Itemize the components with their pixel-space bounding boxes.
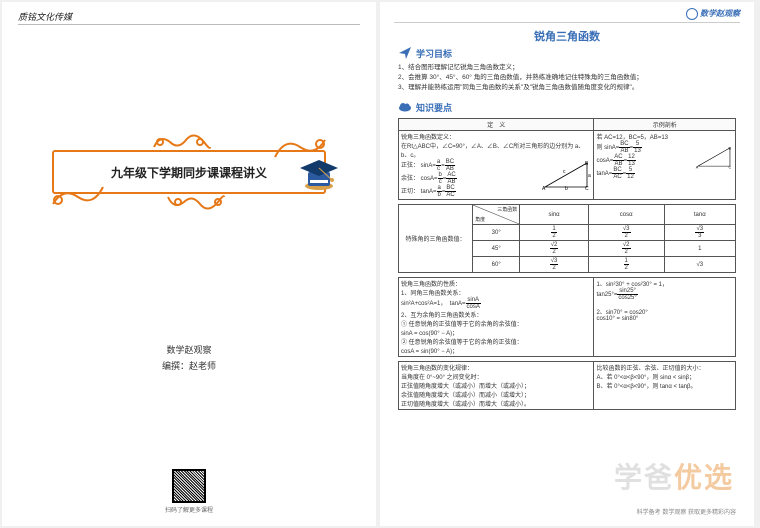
svg-text:a: a <box>588 173 591 179</box>
plane-icon <box>398 46 412 60</box>
points-heading: 知识要点 <box>398 100 736 114</box>
header-rule <box>18 24 360 25</box>
cover-title: 九年级下学期同步课课程讲义 <box>111 164 267 181</box>
variation-table: 锐角三角函数的变化规律： 当角度在 0°~90° 之间变化时： 正弦值随角度增大… <box>398 361 736 410</box>
qr-block: 扫码了解更多课程 <box>165 469 213 514</box>
var-right: 比较函数的正弦、余弦、正切值的大小： A、若 0°<α<β<90°，则 sinα… <box>594 362 736 410</box>
section-goals: 学习目标 1、结合图形理解记忆锐角三角函数定义； 2、会推算 30°、45°、6… <box>398 46 736 92</box>
page-content: 数学赵观察 锐角三角函数 学习目标 1、结合图形理解记忆锐角三角函数定义； 2、… <box>380 2 754 526</box>
example-cell: 若 AC=12，BC=5，AB=13 则 sinA=BCAB=513 cosA=… <box>594 131 736 200</box>
brand-logo: 数学赵观察 <box>686 8 740 20</box>
definition-table: 定 义 示例剖析 锐角三角函数定义： 在Rt△ABC中，∠C=90°，∠A、∠B… <box>398 118 736 200</box>
tables-area: 定 义 示例剖析 锐角三角函数定义： 在Rt△ABC中，∠C=90°，∠A、∠B… <box>398 118 736 410</box>
footer-note: 科学备考 数学观察 获取更多精彩内容 <box>637 507 736 516</box>
cover-frame: 九年级下学期同步课课程讲义 <box>52 122 326 222</box>
definition-cell: 锐角三角函数定义： 在Rt△ABC中，∠C=90°，∠A、∠B、∠C所对三角形的… <box>399 131 594 200</box>
watermark: 学爸优选 <box>614 456 734 496</box>
svg-text:B: B <box>728 146 731 150</box>
page-cover: 质铭文化传媒 九年级下学期同步课课程讲义 数学赵观察 编撰：赵老师 <box>2 2 376 526</box>
goals-list: 1、结合图形理解记忆锐角三角函数定义； 2、会推算 30°、45°、60° 角的… <box>398 63 736 92</box>
prop-left: 锐角三角函数的性质： 1、同角三角函数关系： sin²A+cos²A=1， ta… <box>399 278 594 357</box>
var-left: 锐角三角函数的变化规律： 当角度在 0°~90° 之间变化时： 正弦值随角度增大… <box>399 362 594 410</box>
svg-text:A: A <box>696 165 699 169</box>
special-angles-table: 特殊角的三角函数值： 三角函数 角度 sinα cosα tanα 30° 12… <box>398 204 736 273</box>
th-example: 示例剖析 <box>594 119 736 131</box>
qr-caption: 扫码了解更多课程 <box>165 505 213 514</box>
th-definition: 定 义 <box>399 119 594 131</box>
triangle-icon: ACB bac <box>541 159 591 191</box>
goal-item: 2、会推算 30°、45°、60° 角的三角函数值，并熟练准确地记住特殊角的三角… <box>398 73 736 83</box>
svg-text:B: B <box>585 161 589 167</box>
goals-heading: 学习目标 <box>398 46 736 60</box>
goal-item: 3、理解并能熟练运用"同角三角函数的关系"及"锐角三角函数值随角度变化的规律"。 <box>398 83 736 93</box>
header-rule <box>394 22 740 23</box>
svg-text:b: b <box>565 186 568 191</box>
section-points: 知识要点 <box>398 100 736 114</box>
goal-item: 1、结合图形理解记忆锐角三角函数定义； <box>398 63 736 73</box>
svg-text:C: C <box>728 165 731 169</box>
author-name: 数学赵观察 <box>2 342 376 358</box>
svg-text:c: c <box>563 169 566 175</box>
graduation-cap-icon <box>296 150 342 196</box>
properties-table: 锐角三角函数的性质： 1、同角三角函数关系： sin²A+cos²A=1， ta… <box>398 277 736 357</box>
triangle-icon: A C B <box>695 141 733 173</box>
author-editor: 编撰：赵老师 <box>2 358 376 374</box>
page-title: 锐角三角函数 <box>380 28 754 44</box>
row-label: 特殊角的三角函数值： <box>399 205 473 273</box>
qr-code-icon <box>172 469 206 503</box>
prop-right: 1、sin²30° + cos²30° = 1， tan25°=sin25°co… <box>594 278 736 357</box>
cloud-icon <box>398 100 412 114</box>
title-border: 九年级下学期同步课课程讲义 <box>52 150 326 194</box>
svg-text:C: C <box>585 186 589 191</box>
corner-cell: 三角函数 角度 <box>473 205 520 225</box>
author-block: 数学赵观察 编撰：赵老师 <box>2 342 376 374</box>
publisher-name: 质铭文化传媒 <box>18 10 72 23</box>
